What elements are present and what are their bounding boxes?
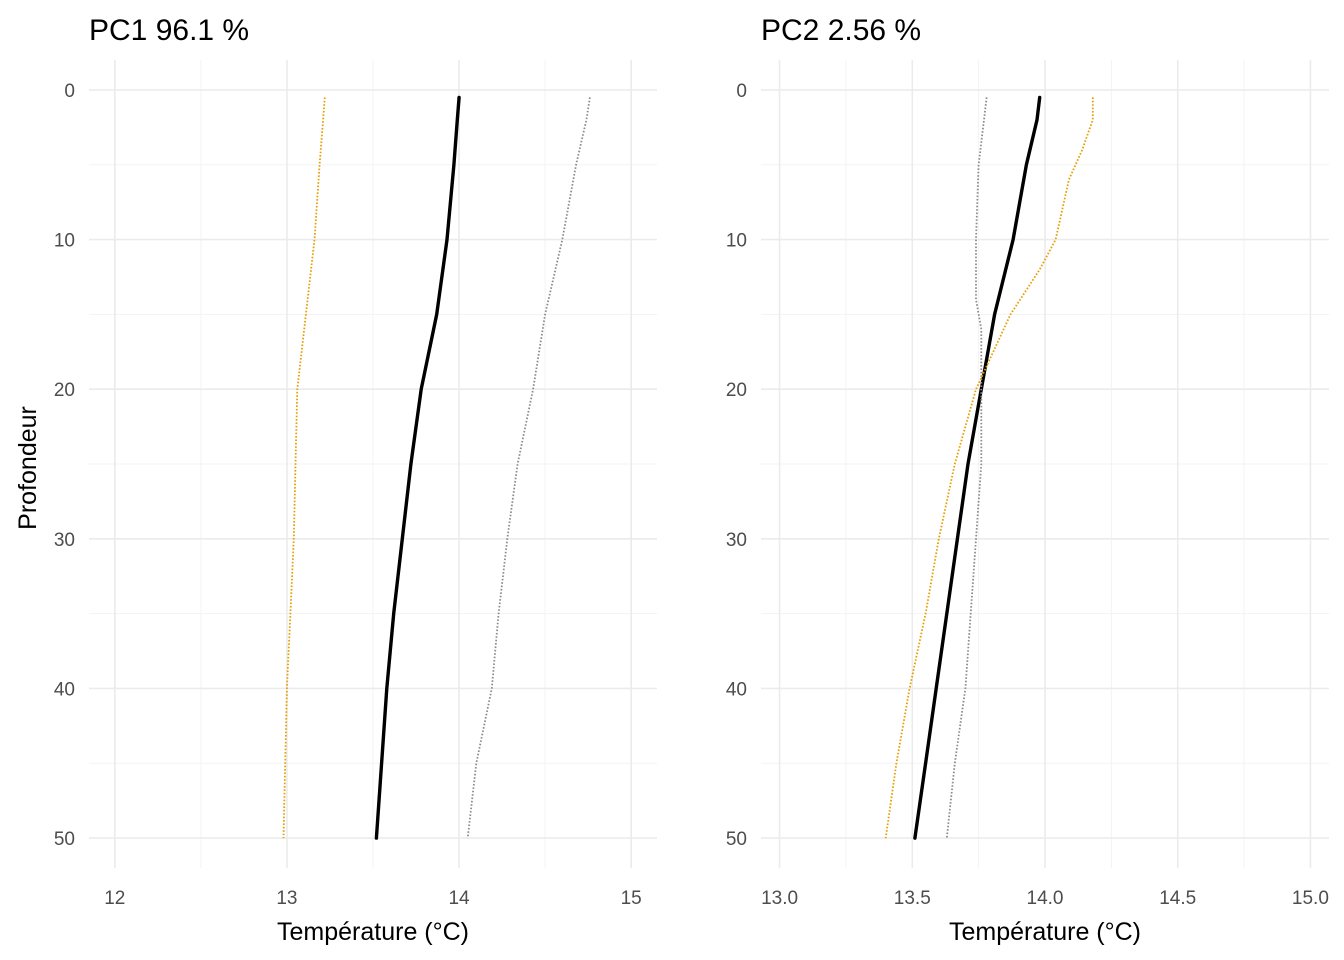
panel-pc2-y-tick-labels: 0 10 20 30 40 50 (726, 81, 747, 850)
y-tick-label: 50 (726, 829, 747, 850)
y-tick-label: 30 (54, 530, 75, 551)
panel-pc1-series (282, 95, 591, 840)
y-tick-label: 40 (726, 679, 747, 700)
panel-pc2-grid (761, 60, 1329, 868)
x-tick-label: 13 (276, 888, 297, 909)
y-axis-title: Profondeur (14, 406, 42, 530)
x-tick-label: 15 (621, 888, 642, 909)
panel-pc1: PC1 96.1 % 0 10 20 30 40 50 12 13 14 15 Températ… (54, 14, 657, 946)
x-tick-label: 15.0 (1292, 888, 1329, 909)
y-tick-label: 0 (64, 81, 75, 102)
y-tick-label: 20 (54, 380, 75, 401)
y-tick-label: 40 (54, 679, 75, 700)
series-line-orange (282, 97, 326, 839)
x-tick-label: 14.0 (1027, 888, 1064, 909)
series-line-black (913, 95, 1042, 840)
x-tick-label: 14 (448, 888, 470, 909)
x-tick-label: 12 (104, 888, 125, 909)
x-tick-label: 13.5 (894, 888, 931, 909)
x-tick-label: 14.5 (1159, 888, 1196, 909)
series-line-grey (466, 97, 591, 839)
y-tick-label: 10 (54, 231, 75, 252)
y-tick-label: 10 (726, 231, 747, 252)
panel-pc1-y-tick-labels: 0 10 20 30 40 50 (54, 81, 75, 850)
panel-pc1-x-tick-labels: 12 13 14 15 (104, 888, 642, 909)
panel-pc1-x-axis-title: Température (°C) (277, 918, 469, 946)
y-tick-label: 50 (54, 829, 75, 850)
series-line-grey (945, 97, 988, 839)
panel-pc2-x-tick-labels: 13.0 13.5 14.0 14.5 15.0 (761, 888, 1329, 909)
panel-pc2-title: PC2 2.56 % (761, 14, 921, 47)
x-tick-label: 13.0 (761, 888, 798, 909)
y-tick-label: 30 (726, 530, 747, 551)
panel-pc1-grid (89, 60, 657, 868)
series-line-black (374, 95, 461, 840)
panel-pc1-title: PC1 96.1 % (89, 14, 249, 47)
series-line-orange (884, 97, 1094, 839)
panel-pc2-x-axis-title: Température (°C) (949, 918, 1141, 946)
y-tick-label: 20 (726, 380, 747, 401)
panel-pc2-series (884, 95, 1094, 840)
y-tick-label: 0 (736, 81, 747, 102)
